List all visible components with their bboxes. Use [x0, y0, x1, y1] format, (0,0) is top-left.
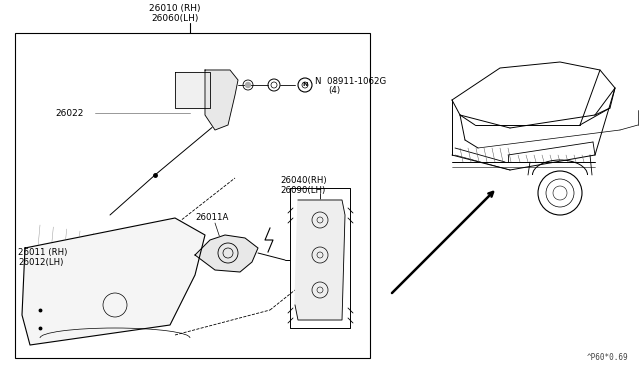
Polygon shape	[22, 218, 205, 345]
Text: (4): (4)	[328, 87, 340, 96]
Text: 26060(LH): 26060(LH)	[151, 15, 198, 23]
Text: N: N	[302, 83, 308, 87]
Polygon shape	[195, 235, 258, 272]
Text: 26011 (RH): 26011 (RH)	[18, 247, 67, 257]
Polygon shape	[175, 72, 210, 108]
Bar	[15, 33, 370, 358]
Text: 26022: 26022	[55, 109, 83, 118]
Text: N  08911-1062G: N 08911-1062G	[315, 77, 387, 86]
Text: 26011A: 26011A	[195, 214, 228, 222]
Circle shape	[246, 83, 250, 87]
Text: 26010 (RH): 26010 (RH)	[149, 4, 201, 13]
Text: 26090(LH): 26090(LH)	[280, 186, 325, 196]
Text: 26040(RH): 26040(RH)	[280, 176, 326, 185]
Text: ^P60*0.69: ^P60*0.69	[586, 353, 628, 362]
Text: 26012(LH): 26012(LH)	[18, 259, 63, 267]
Polygon shape	[295, 200, 345, 320]
Polygon shape	[205, 70, 238, 130]
